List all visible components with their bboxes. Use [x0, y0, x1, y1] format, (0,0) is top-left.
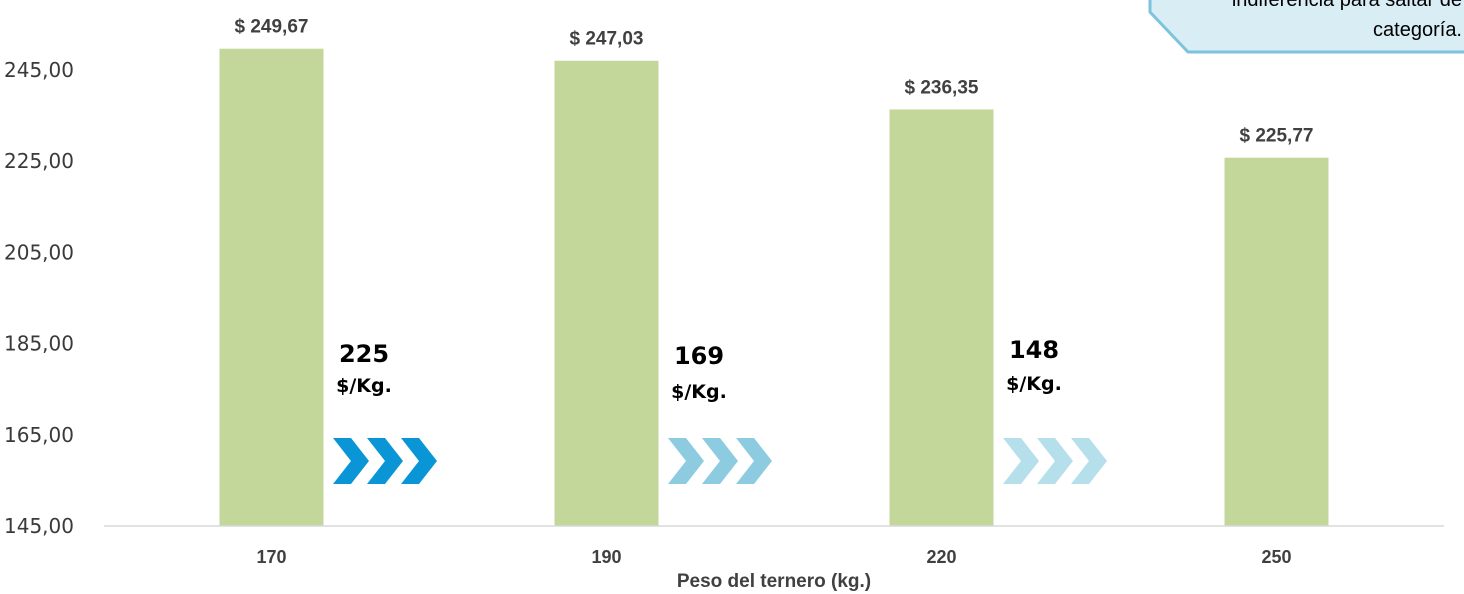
bar — [554, 60, 659, 527]
note-line-2: categoría. — [1373, 19, 1462, 41]
x-tick-label: 220 — [926, 547, 956, 567]
note-line-1: indiferencia para saltar de — [1232, 0, 1462, 11]
x-tick-label: 190 — [591, 547, 621, 567]
difference-unit: $/Kg. — [671, 381, 727, 403]
x-axis: 170 190 220 250 — [256, 547, 1291, 567]
y-tick-label: 185,00 — [4, 332, 74, 356]
chevron-icon — [702, 438, 738, 484]
difference-value: 225 — [339, 340, 389, 368]
y-tick-label: 145,00 — [4, 514, 74, 538]
y-axis: 145,00 165,00 185,00 205,00 225,00 245,00 — [4, 58, 74, 538]
data-label: $ 225,77 — [1240, 126, 1314, 147]
difference-value: 169 — [674, 342, 724, 370]
difference-unit: $/Kg. — [336, 375, 392, 397]
y-tick-label: 245,00 — [4, 58, 74, 82]
difference-annotation: 148 $/Kg. — [1003, 336, 1107, 484]
difference-annotations: 225 $/Kg. 169 $/Kg. 148 $/Kg. — [333, 336, 1107, 484]
difference-value: 148 — [1009, 336, 1059, 364]
chevron-arrows-icon — [1003, 438, 1107, 484]
chevron-icon — [401, 438, 437, 484]
difference-unit: $/Kg. — [1006, 373, 1062, 395]
bar — [889, 109, 994, 526]
note-callout: indiferencia para saltar de categoría. — [1148, 0, 1464, 54]
x-tick-label: 250 — [1261, 547, 1291, 567]
difference-annotation: 225 $/Kg. — [333, 340, 437, 484]
y-tick-label: 165,00 — [4, 423, 74, 447]
chevron-icon — [668, 438, 704, 484]
data-label: $ 249,67 — [235, 17, 309, 38]
x-tick-label: 170 — [256, 547, 286, 567]
difference-annotation: 169 $/Kg. — [668, 342, 772, 484]
bar — [219, 48, 324, 526]
chevron-icon — [1003, 438, 1039, 484]
chevron-arrows-icon — [668, 438, 772, 484]
x-axis-label: Peso del ternero (kg.) — [677, 571, 871, 592]
y-tick-label: 205,00 — [4, 240, 74, 264]
data-label: $ 247,03 — [570, 29, 644, 50]
chevron-icon — [1037, 438, 1073, 484]
bars: $ 249,67 $ 247,03 $ 236,35 $ 225,77 — [219, 17, 1329, 527]
chevron-icon — [1071, 438, 1107, 484]
y-tick-label: 225,00 — [4, 149, 74, 173]
chevron-icon — [736, 438, 772, 484]
bar — [1224, 157, 1329, 527]
note-box — [1148, 0, 1464, 54]
chevron-icon — [367, 438, 403, 484]
chevron-arrows-icon — [333, 438, 437, 484]
data-label: $ 236,35 — [905, 77, 979, 98]
chevron-icon — [333, 438, 369, 484]
